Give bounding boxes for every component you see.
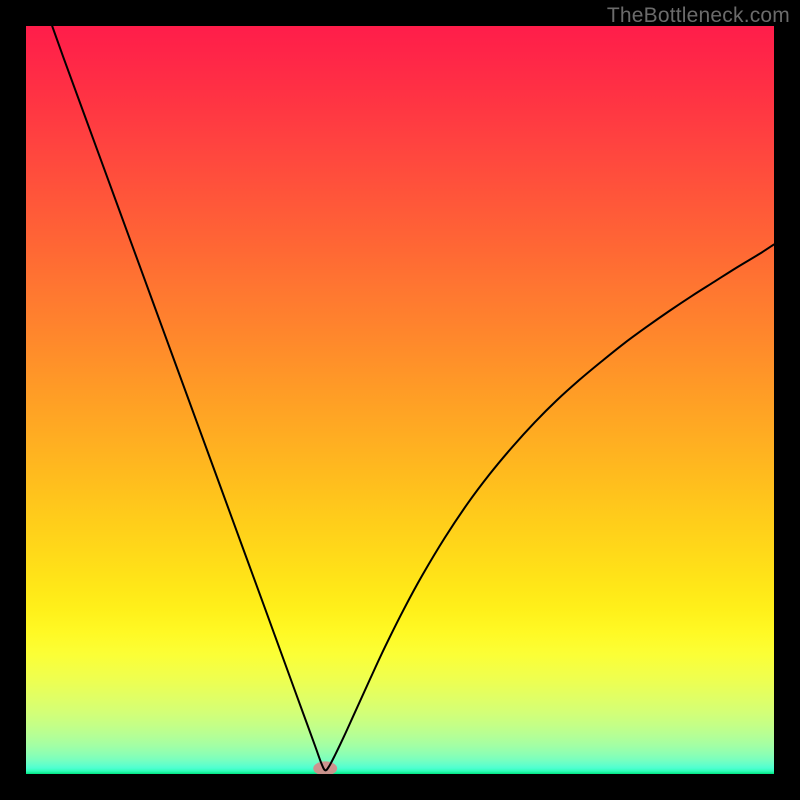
watermark-text: TheBottleneck.com bbox=[607, 4, 790, 28]
curve-minimum-marker bbox=[313, 761, 337, 775]
bottleneck-curve-chart bbox=[0, 0, 800, 800]
chart-wrapper: TheBottleneck.com bbox=[0, 0, 800, 800]
chart-background-gradient bbox=[26, 26, 774, 774]
